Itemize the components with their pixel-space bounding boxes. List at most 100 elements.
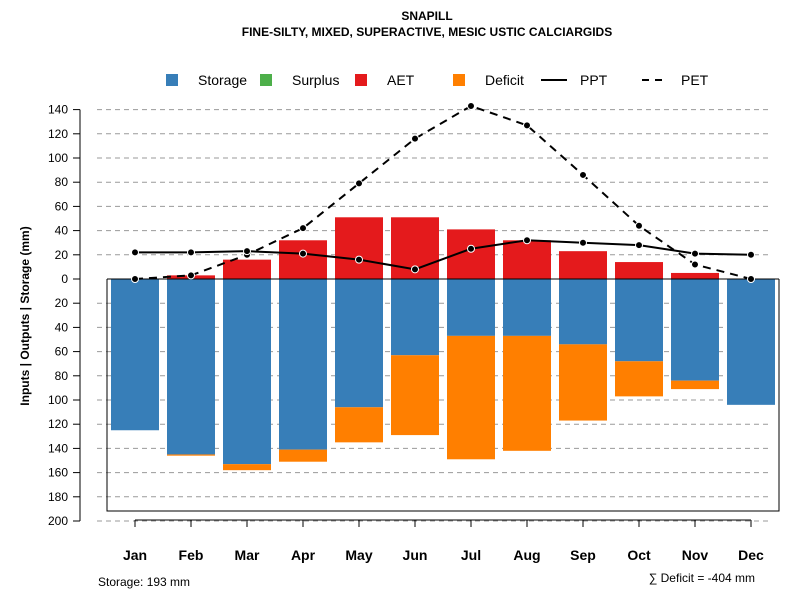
deficit-bar <box>279 449 327 462</box>
plot-frame <box>106 279 780 512</box>
pet-point <box>691 260 699 269</box>
y-tick-label: 80 <box>55 369 69 383</box>
aet-bar <box>559 251 607 279</box>
storage-bar <box>111 279 159 431</box>
x-tick-label: May <box>345 547 372 563</box>
ppt-point <box>579 238 587 247</box>
y-axis-label: Inputs | Outputs | Storage (mm) <box>18 226 32 405</box>
x-tick-label: Dec <box>738 547 764 563</box>
storage-bar <box>503 279 551 336</box>
legend-item-pet: PET <box>642 72 709 88</box>
pet-point <box>299 224 307 233</box>
storage-bar <box>727 279 775 405</box>
x-tick-label: Oct <box>627 547 651 563</box>
y-tick-label: 40 <box>55 320 69 334</box>
x-tick-label: Jul <box>461 547 481 563</box>
aet-bar <box>335 217 383 279</box>
ppt-point <box>411 265 419 274</box>
y-tick-label: 40 <box>55 224 69 238</box>
y-tick-label: 20 <box>55 296 69 310</box>
legend-label: Surplus <box>292 72 339 88</box>
y-tick-label: 200 <box>48 514 68 528</box>
legend-swatch <box>355 74 367 86</box>
x-tick-label: Nov <box>682 547 709 563</box>
storage-bar <box>335 279 383 408</box>
bars <box>107 217 779 471</box>
x-tick-label: Feb <box>179 547 204 563</box>
pet-point <box>579 170 587 179</box>
deficit-bar <box>391 355 439 436</box>
lines <box>131 101 755 283</box>
legend-item-aet: AET <box>355 72 415 88</box>
storage-bar <box>615 279 663 362</box>
y-tick-label: 180 <box>48 490 68 504</box>
storage-total: Storage: 193 mm <box>98 575 190 589</box>
y-tick-label: 120 <box>48 127 68 141</box>
legend: Storage Surplus AET Deficit PPT PET <box>166 72 709 88</box>
legend-item-deficit: Deficit <box>453 72 524 88</box>
ppt-point <box>523 236 531 245</box>
deficit-bar <box>559 344 607 421</box>
chart-subtitle: FINE-SILTY, MIXED, SUPERACTIVE, MESIC US… <box>242 25 612 39</box>
x-tick-label: Sep <box>570 547 596 563</box>
x-tick-label: Apr <box>291 547 316 563</box>
deficit-bar <box>615 361 663 397</box>
deficit-bar <box>335 407 383 443</box>
legend-label: Storage <box>198 72 247 88</box>
deficit-bar <box>447 335 495 460</box>
storage-bar <box>223 279 271 465</box>
legend-swatch <box>453 74 465 86</box>
legend-label: PET <box>681 72 709 88</box>
y-tick-label: 80 <box>55 175 69 189</box>
ppt-point <box>131 248 139 257</box>
pet-point <box>467 101 475 110</box>
x-tick-label: Jun <box>403 547 428 563</box>
y-axis: 1401201008060402002040608010012014016018… <box>48 103 81 528</box>
pet-line <box>134 104 752 280</box>
aet-bar <box>223 259 271 279</box>
storage-bar <box>559 279 607 345</box>
aet-bar <box>615 262 663 279</box>
legend-swatch <box>260 74 272 86</box>
y-tick-label: 120 <box>48 417 68 431</box>
ppt-point <box>355 255 363 264</box>
ppt-line <box>135 239 752 271</box>
ppt-point <box>299 249 307 258</box>
y-tick-label: 100 <box>48 393 68 407</box>
y-tick-label: 100 <box>48 151 68 165</box>
y-tick-label: 140 <box>48 441 68 455</box>
deficit-bar <box>671 380 719 390</box>
ppt-point <box>243 247 251 256</box>
chart-title: SNAPILL <box>401 9 452 23</box>
legend-label: AET <box>387 72 415 88</box>
x-tick-label: Aug <box>513 547 540 563</box>
aet-bar <box>279 240 327 279</box>
ppt-point <box>635 241 643 250</box>
y-tick-label: 60 <box>55 345 69 359</box>
ppt-point <box>187 248 195 257</box>
storage-bar <box>391 279 439 356</box>
ppt-point <box>747 250 755 259</box>
ppt-point <box>691 249 699 258</box>
aet-bar <box>671 272 719 279</box>
deficit-bar <box>167 454 215 456</box>
y-tick-label: 140 <box>48 103 68 117</box>
x-tick-label: Jan <box>123 547 147 563</box>
deficit-bar <box>223 464 271 471</box>
pet-point <box>747 275 755 283</box>
pet-point <box>355 179 363 188</box>
pet-point <box>523 121 531 130</box>
storage-bar <box>167 279 215 455</box>
pet-point <box>411 134 419 143</box>
y-tick-label: 20 <box>55 248 69 262</box>
ppt-point <box>467 244 475 253</box>
pet-point <box>131 275 139 283</box>
y-tick-label: 160 <box>48 466 68 480</box>
legend-item-surplus: Surplus <box>260 72 339 88</box>
deficit-total: ∑ Deficit = -404 mm <box>649 571 755 585</box>
legend-label: PPT <box>580 72 608 88</box>
storage-bar <box>279 279 327 450</box>
legend-label: Deficit <box>485 72 524 88</box>
deficit-bar <box>503 335 551 451</box>
